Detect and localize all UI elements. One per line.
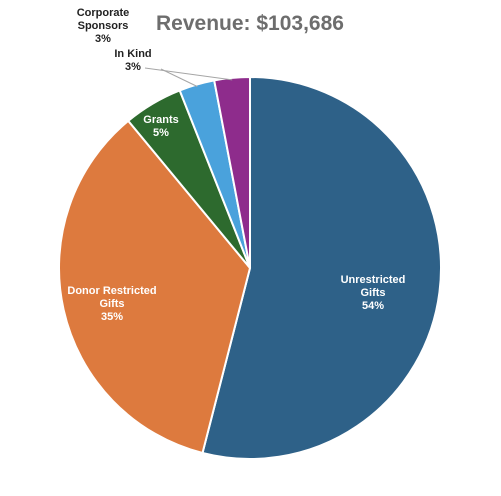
slice-label-line: Grants	[143, 114, 178, 126]
slice-label-line: 3%	[125, 61, 141, 73]
slice-label-line: Donor Restricted	[67, 285, 156, 297]
leader-line-in-kind	[160, 68, 198, 87]
slice-label-line: Unrestricted	[341, 274, 406, 286]
slice-label-line: Gifts	[360, 287, 385, 299]
pie-slice-unrestricted-gifts	[201, 75, 442, 460]
slice-label-line: In Kind	[114, 48, 151, 60]
slice-label-unrestricted-gifts: Unrestricted Gifts 54%	[341, 274, 406, 312]
slice-label-line: 5%	[153, 127, 169, 139]
slice-label-line: Corporate	[77, 7, 130, 19]
leader-lines	[144, 67, 233, 87]
slice-label-line: 54%	[362, 300, 384, 312]
slice-label-line: 35%	[101, 311, 123, 323]
chart-title: Revenue: $103,686	[156, 12, 344, 35]
slice-label-in-kind: In Kind 3%	[114, 48, 151, 73]
slice-label-line: Gifts	[99, 298, 124, 310]
pie-slice-corporate-sponsors	[213, 75, 251, 269]
slice-label-donor-restricted-gifts: Donor Restricted Gifts 35%	[67, 285, 156, 323]
slice-label-grants: Grants 5%	[143, 114, 178, 139]
slice-label-corporate-sponsors: Corporate Sponsors 3%	[77, 7, 130, 45]
leader-line-corporate-sponsors	[144, 67, 233, 81]
slice-label-line: Sponsors	[78, 20, 129, 32]
slice-label-line: 3%	[95, 33, 111, 45]
pie-slices	[58, 75, 442, 460]
pie-slice-donor-restricted-gifts	[58, 119, 252, 455]
slice-labels: Unrestricted Gifts 54%Donor Restricted Gift…	[67, 7, 405, 323]
